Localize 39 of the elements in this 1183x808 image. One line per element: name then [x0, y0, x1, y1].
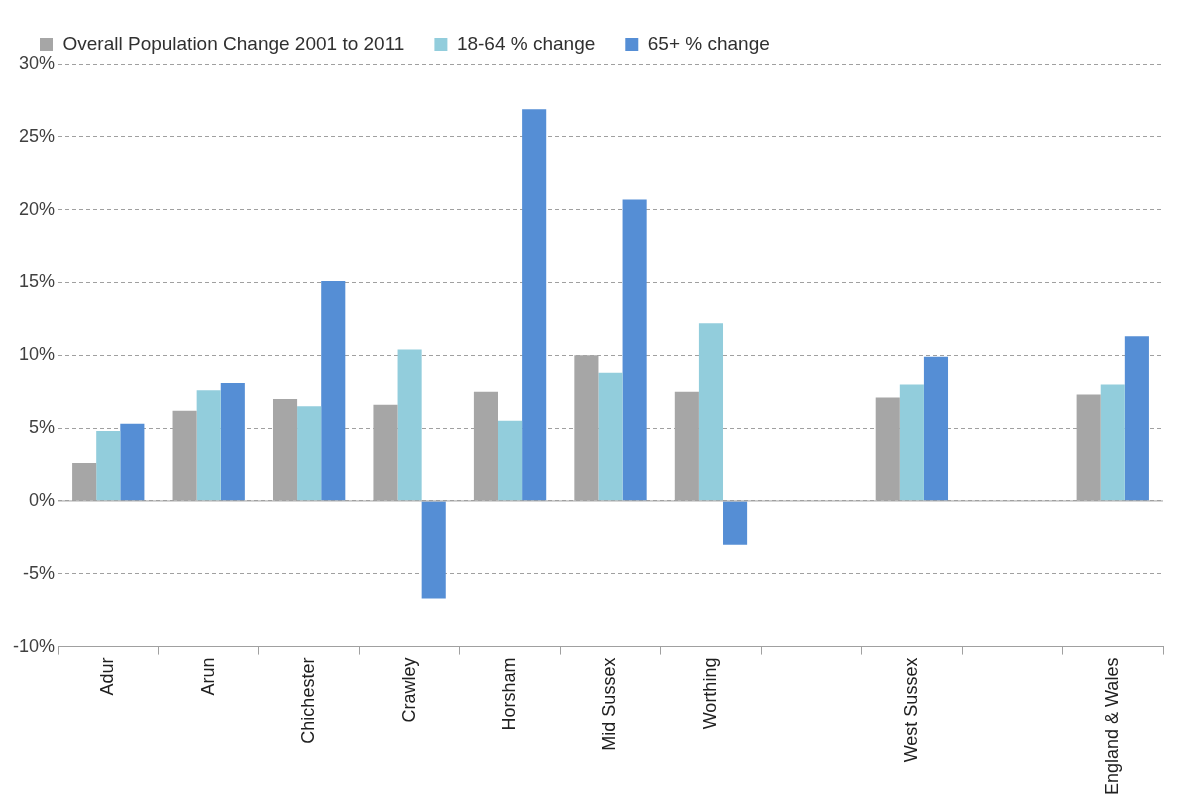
y-tick-label: 20%	[18, 198, 56, 219]
bar	[723, 501, 748, 545]
y-tick-label: -5%	[23, 562, 56, 583]
bar	[622, 199, 647, 501]
x-tick-label: Chichester	[298, 657, 319, 744]
bar	[498, 420, 523, 501]
bar	[321, 281, 346, 501]
x-tick-label: Adur	[97, 657, 118, 696]
bar	[1124, 336, 1149, 501]
bar	[923, 356, 949, 501]
bar	[220, 382, 245, 501]
bar	[196, 390, 221, 501]
legend-label: 18-64 % change	[456, 32, 596, 54]
bar	[421, 501, 446, 599]
x-tick-label: England & Wales	[1101, 657, 1122, 796]
y-tick-label: 5%	[29, 417, 56, 438]
y-tick-label: 10%	[18, 344, 56, 365]
x-tick-label: Mid Sussex	[599, 657, 620, 751]
bar	[96, 431, 121, 501]
x-tick-label: Crawley	[398, 657, 419, 723]
y-tick-label: 15%	[18, 271, 56, 292]
bar	[120, 423, 145, 501]
bar	[1100, 384, 1125, 501]
bar	[899, 384, 924, 501]
x-tick-label: Horsham	[499, 657, 520, 731]
bar	[698, 323, 724, 501]
legend-label: 65+ % change	[647, 32, 770, 54]
x-tick-label: West Sussex	[900, 657, 921, 763]
x-tick-label: Worthing	[699, 657, 720, 730]
y-tick-label: 30%	[18, 52, 56, 73]
bar	[522, 109, 547, 501]
bar	[397, 349, 422, 501]
y-tick-label: -10%	[12, 635, 56, 656]
legend-label: Overall Population Change 2001 to 2011	[62, 32, 405, 54]
y-tick-label: 25%	[18, 125, 56, 146]
y-tick-label: 0%	[29, 489, 56, 510]
x-tick-label: Arun	[197, 657, 218, 696]
bar	[598, 372, 623, 501]
bar	[297, 406, 322, 501]
